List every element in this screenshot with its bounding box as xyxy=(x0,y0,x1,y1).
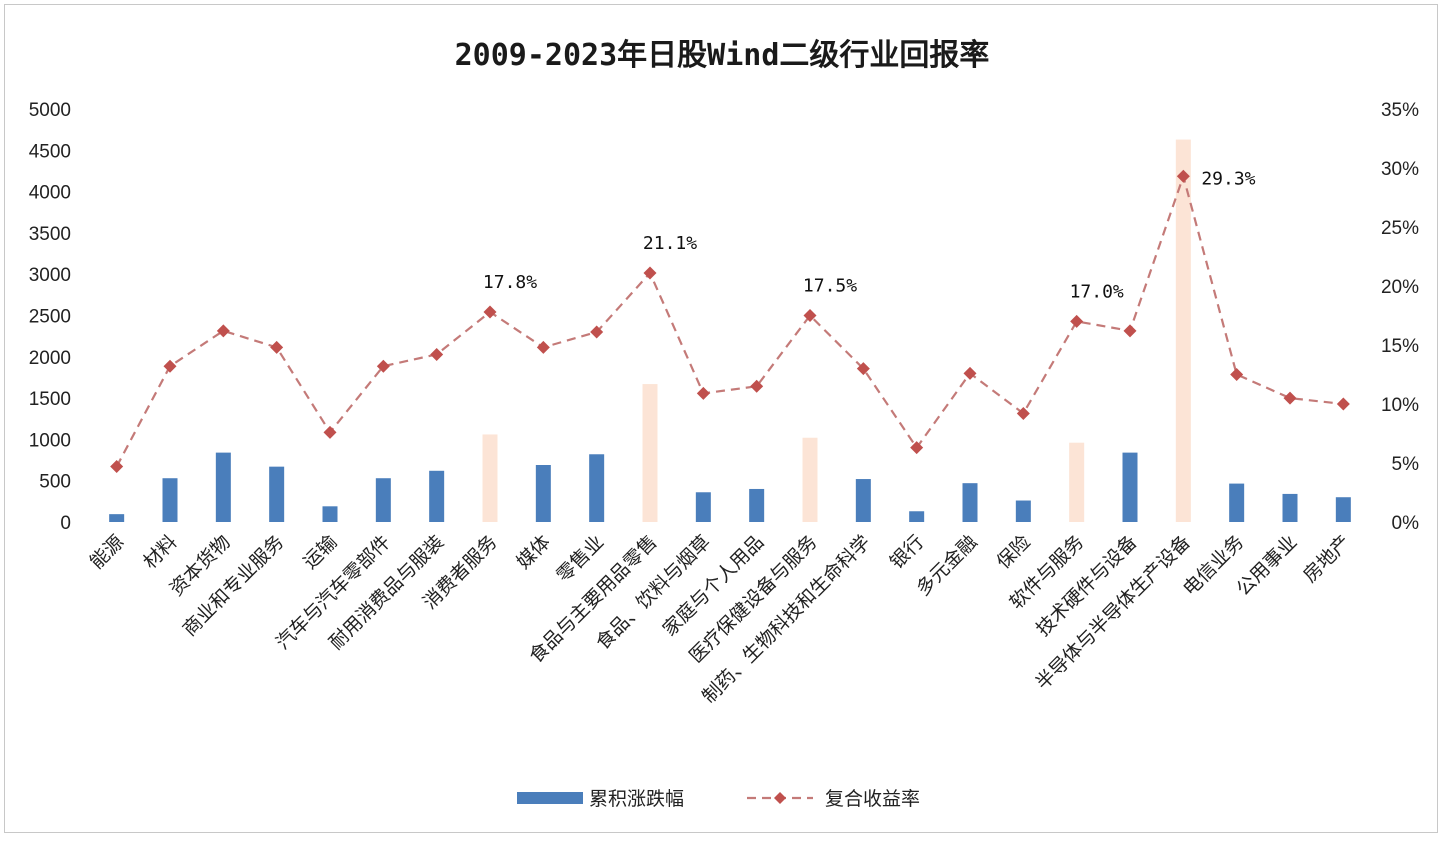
category-label: 运输 xyxy=(299,531,341,573)
bar-23 xyxy=(1335,497,1351,522)
left-tick-label: 5000 xyxy=(29,100,71,121)
left-tick-label: 4500 xyxy=(29,141,71,162)
line-point-4 xyxy=(323,425,337,439)
bar-1 xyxy=(162,478,178,522)
chart-canvas: 2009-2023年日股Wind二级行业回报率 0 500 1000 1500 2000… xyxy=(29,38,1419,810)
right-tick-label: 25% xyxy=(1381,218,1419,239)
category-label: 材料 xyxy=(139,531,181,573)
data-label: 21.1% xyxy=(643,233,697,254)
bar-10 xyxy=(642,384,658,522)
line-point-8 xyxy=(536,340,550,354)
right-tick-label: 15% xyxy=(1381,336,1419,357)
legend-bar-label: 累积涨跌幅 xyxy=(589,788,684,810)
line-point-17 xyxy=(1016,406,1030,420)
left-axis: 0 500 1000 1500 2000 2500 3000 3500 4000 4500 5000 xyxy=(29,100,71,534)
category-label: 媒体 xyxy=(512,531,554,573)
line-point-10 xyxy=(643,266,657,280)
left-tick-label: 3500 xyxy=(29,224,71,245)
line-point-16 xyxy=(963,366,977,380)
line-point-12 xyxy=(750,379,764,393)
bar-5 xyxy=(375,478,391,522)
line-point-1 xyxy=(163,359,177,373)
legend-line-label: 复合收益率 xyxy=(825,788,920,810)
category-label: 能源 xyxy=(86,531,128,573)
category-label: 保险 xyxy=(992,531,1034,573)
left-tick-label: 2500 xyxy=(29,307,71,328)
line-point-15 xyxy=(910,441,924,455)
legend: 累积涨跌幅 复合收益率 xyxy=(517,788,920,810)
line-point-14 xyxy=(856,362,870,376)
line-point-5 xyxy=(376,359,390,373)
bar-20 xyxy=(1175,139,1191,522)
legend-bar-swatch xyxy=(517,792,583,804)
line-series-group xyxy=(110,169,1350,474)
chart-title: 2009-2023年日股Wind二级行业回报率 xyxy=(455,38,990,73)
bar-17 xyxy=(1015,500,1031,522)
line-point-3 xyxy=(270,340,284,354)
chart-frame: 2009-2023年日股Wind二级行业回报率 0 500 1000 1500 2000… xyxy=(4,4,1438,833)
right-tick-label: 30% xyxy=(1381,159,1419,180)
left-tick-label: 0 xyxy=(60,513,71,534)
line-point-22 xyxy=(1283,391,1297,405)
left-tick-label: 500 xyxy=(39,472,71,493)
bar-2 xyxy=(215,452,231,522)
line-series-path xyxy=(115,172,1344,468)
line-point-0 xyxy=(110,460,124,474)
bar-22 xyxy=(1282,493,1298,522)
line-point-18 xyxy=(1070,314,1084,328)
right-axis: 0% 5% 10% 15% 20% 25% 30% 35% xyxy=(1381,100,1419,534)
right-tick-label: 20% xyxy=(1381,277,1419,298)
bar-4 xyxy=(322,506,338,522)
line-point-7 xyxy=(483,305,497,319)
line-point-20 xyxy=(1176,169,1190,183)
bar-18 xyxy=(1069,442,1085,522)
line-point-9 xyxy=(590,325,604,339)
right-tick-label: 10% xyxy=(1381,395,1419,416)
data-label: 17.8% xyxy=(483,272,537,293)
left-tick-label: 2000 xyxy=(29,348,71,369)
bar-14 xyxy=(855,479,871,522)
data-label: 17.5% xyxy=(803,276,857,297)
left-tick-label: 3000 xyxy=(29,265,71,286)
bar-11 xyxy=(695,492,711,522)
legend-line-marker xyxy=(774,792,786,804)
line-point-21 xyxy=(1230,368,1244,381)
bar-12 xyxy=(749,488,765,522)
data-label: 29.3% xyxy=(1201,168,1255,189)
bar-series-group xyxy=(109,139,1351,522)
left-tick-label: 4000 xyxy=(29,183,71,204)
bar-9 xyxy=(589,454,605,522)
bar-7 xyxy=(482,434,498,522)
bar-19 xyxy=(1122,452,1138,522)
line-point-23 xyxy=(1336,397,1350,411)
bar-15 xyxy=(909,511,925,522)
line-point-2 xyxy=(216,324,230,338)
bar-13 xyxy=(802,437,818,522)
left-tick-label: 1000 xyxy=(29,430,71,451)
line-point-13 xyxy=(803,309,817,322)
annotations: 17.8% 21.1% 17.5% 17.0% 29.3% xyxy=(483,168,1256,302)
right-tick-label: 0% xyxy=(1392,513,1420,534)
bar-16 xyxy=(962,483,978,522)
bar-6 xyxy=(429,470,445,522)
category-label: 房地产 xyxy=(1299,531,1355,587)
right-tick-label: 5% xyxy=(1392,454,1420,475)
line-point-6 xyxy=(430,347,444,361)
line-point-11 xyxy=(696,386,710,400)
category-label: 银行 xyxy=(886,531,928,573)
left-tick-label: 1500 xyxy=(29,389,71,410)
bar-3 xyxy=(269,466,285,522)
right-tick-label: 35% xyxy=(1381,100,1419,121)
bar-21 xyxy=(1229,483,1245,522)
bar-8 xyxy=(535,465,551,522)
line-point-19 xyxy=(1123,324,1137,338)
bar-0 xyxy=(109,514,125,522)
data-label: 17.0% xyxy=(1070,281,1124,302)
